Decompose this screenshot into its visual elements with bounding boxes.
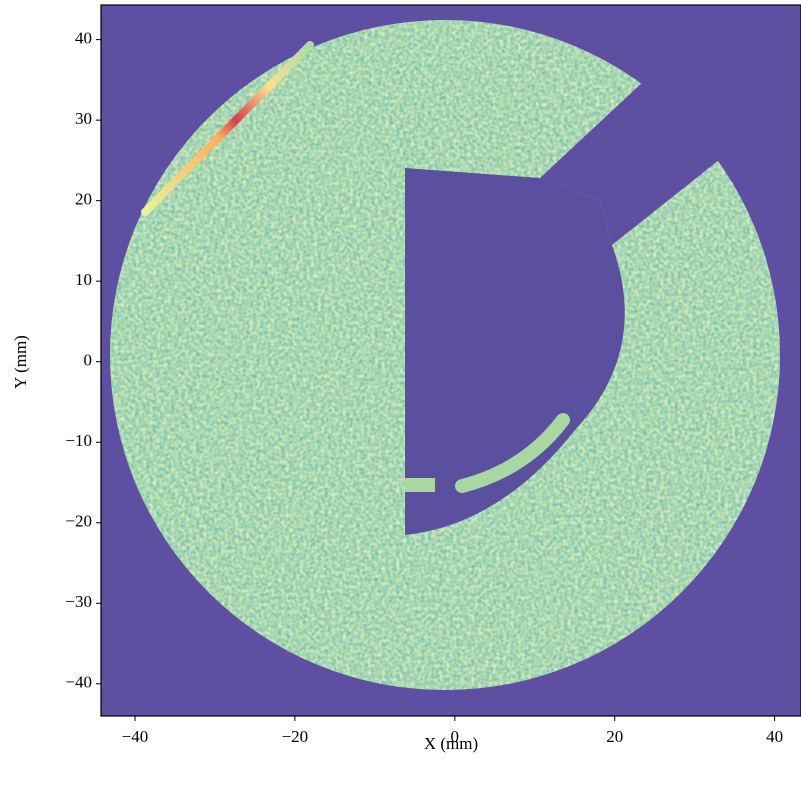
y-tick-label: −30 <box>65 592 92 611</box>
y-tick-label: −20 <box>65 512 92 531</box>
y-tick-label: 10 <box>75 270 92 289</box>
x-axis-label: X (mm) <box>424 734 478 753</box>
y-tick-label: 40 <box>75 29 92 48</box>
plot-frame <box>100 4 801 717</box>
x-tick-label: 40 <box>766 727 783 746</box>
y-tick-label: 0 <box>84 351 93 370</box>
y-tick-label: −10 <box>65 431 92 450</box>
x-tick-label: 20 <box>606 727 623 746</box>
x-tick-label: 0 <box>451 727 460 746</box>
y-tick-label: 20 <box>75 190 92 209</box>
y-tick-label: 30 <box>75 109 92 128</box>
y-tick-label: −40 <box>65 673 92 692</box>
heatmap-image <box>101 5 801 716</box>
y-axis-label: Y (mm) <box>11 335 30 389</box>
x-tick-label: −20 <box>282 727 309 746</box>
x-tick-label: −40 <box>122 727 149 746</box>
